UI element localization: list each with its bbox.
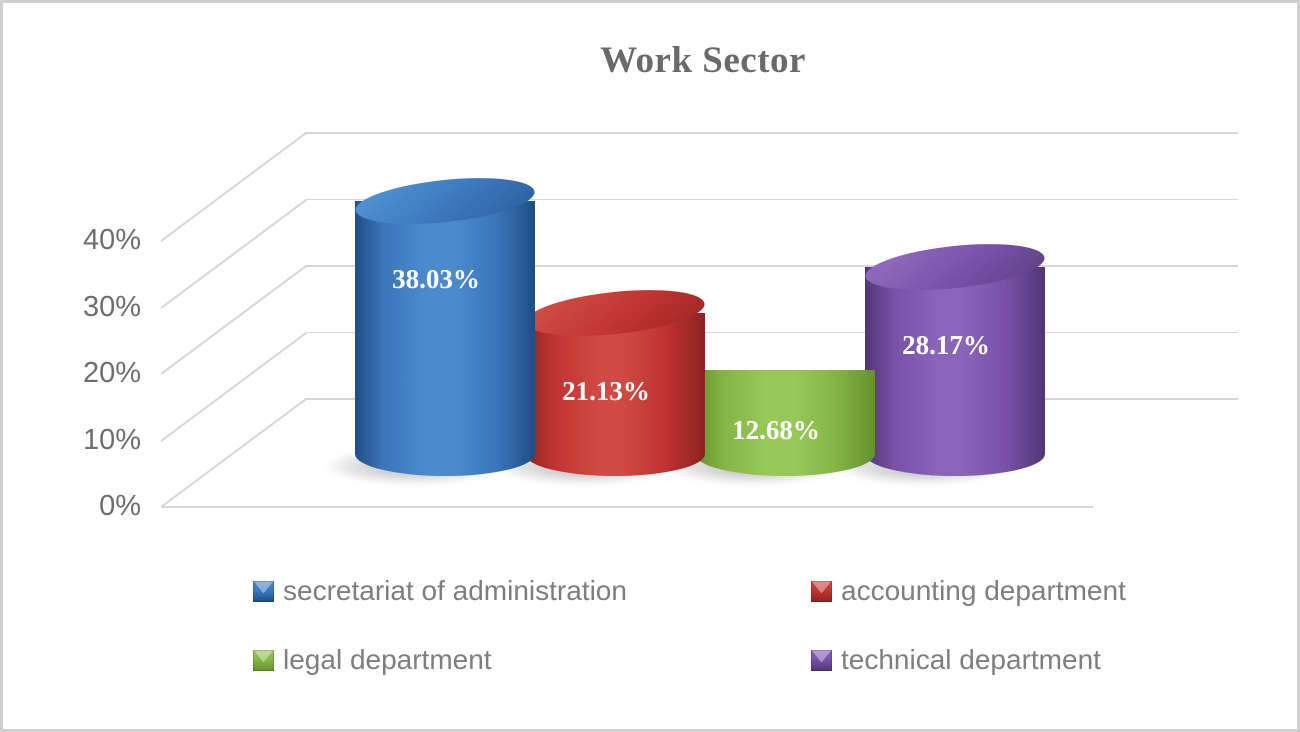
bar-body bbox=[355, 201, 535, 476]
y-axis-tick-label: 40% bbox=[82, 224, 141, 256]
y-axis-tick-label: 0% bbox=[99, 490, 141, 522]
y-axis-tick-label: 20% bbox=[82, 357, 141, 389]
chart-title: Work Sector bbox=[600, 40, 806, 81]
bar-accounting-department: 21.13% bbox=[470, 283, 715, 492]
legend-marker-icon bbox=[811, 580, 832, 602]
legend-marker-icon bbox=[253, 580, 274, 602]
gridline-diagonal bbox=[160, 331, 307, 441]
legend-item-secretariat-of-administration: secretariat of administration bbox=[253, 575, 627, 606]
legend-label: technical department bbox=[841, 644, 1101, 675]
legend-marker-bevel bbox=[253, 581, 274, 594]
bar-body bbox=[865, 266, 1045, 476]
gridline-diagonal bbox=[160, 198, 307, 308]
gridline-diagonal bbox=[160, 398, 307, 508]
y-axis-tick-label: 10% bbox=[82, 423, 141, 456]
bar-data-label: 38.03% bbox=[392, 264, 480, 295]
legend-label: legal department bbox=[283, 644, 492, 675]
bar-data-label: 12.68% bbox=[732, 415, 820, 446]
bar-body bbox=[695, 369, 875, 476]
bar-body bbox=[525, 313, 705, 476]
bar-data-label: 28.17% bbox=[902, 329, 990, 360]
bar-legal-department: 12.68% bbox=[640, 349, 885, 492]
bar-data-label: 21.13% bbox=[562, 376, 650, 407]
bar-secretariat-of-administration: 38.03% bbox=[300, 170, 545, 492]
legend-item-technical-department: technical department bbox=[811, 644, 1101, 675]
legend-marker-bevel bbox=[811, 581, 832, 594]
gridline-backwall bbox=[306, 265, 1238, 267]
legend-label: accounting department bbox=[841, 575, 1126, 606]
gridline-backwall bbox=[306, 331, 1238, 333]
gridline-backwall bbox=[306, 132, 1238, 134]
legend-label: secretariat of administration bbox=[283, 575, 627, 606]
gridline-diagonal bbox=[160, 132, 307, 242]
legend-item-accounting-department: accounting department bbox=[811, 575, 1126, 606]
legend-item-legal-department: legal department bbox=[253, 644, 492, 675]
legend-marker-icon bbox=[811, 649, 832, 671]
floor-front-edge bbox=[161, 506, 1093, 508]
bar-technical-department: 28.17% bbox=[810, 236, 1055, 492]
legend-marker-bevel bbox=[811, 650, 832, 663]
legend-marker-icon bbox=[253, 649, 274, 671]
legend-marker-bevel bbox=[253, 650, 274, 663]
y-axis-tick-label: 30% bbox=[82, 290, 141, 323]
gridline-backwall bbox=[306, 198, 1238, 200]
gridline-diagonal bbox=[160, 265, 307, 375]
